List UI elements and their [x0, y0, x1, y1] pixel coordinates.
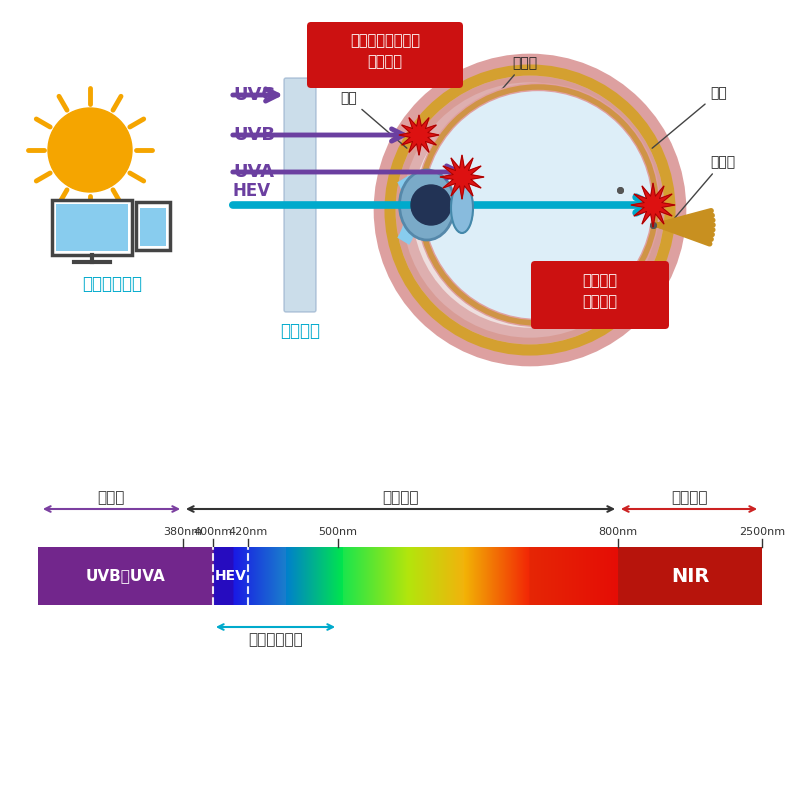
Text: 角膜・水晶体への
ダメージ: 角膜・水晶体への ダメージ: [350, 33, 420, 69]
Polygon shape: [440, 155, 484, 199]
Text: UVB: UVB: [233, 126, 275, 144]
Text: UVA: UVA: [233, 163, 274, 181]
Text: 420nm: 420nm: [228, 527, 268, 537]
Text: オゾン層: オゾン層: [280, 322, 320, 340]
Circle shape: [420, 87, 656, 323]
Text: UVB・UVA: UVB・UVA: [86, 569, 166, 583]
Text: 380nm: 380nm: [163, 527, 202, 537]
Text: HEV: HEV: [214, 569, 246, 583]
FancyBboxPatch shape: [307, 22, 463, 88]
Ellipse shape: [399, 170, 454, 240]
Text: ブルーライト: ブルーライト: [82, 275, 142, 293]
Text: 水晶体: 水晶体: [469, 56, 537, 128]
Ellipse shape: [451, 183, 473, 233]
Text: 500nm: 500nm: [318, 527, 358, 537]
Text: UVC: UVC: [233, 86, 274, 104]
FancyBboxPatch shape: [284, 78, 316, 312]
Bar: [136, 202, 170, 250]
Bar: [56, 204, 128, 251]
Polygon shape: [631, 183, 675, 227]
Bar: [140, 208, 166, 246]
Text: 800nm: 800nm: [598, 527, 638, 537]
Text: ブルーライト: ブルーライト: [248, 632, 303, 647]
Text: 紫外線: 紫外線: [97, 490, 124, 505]
FancyBboxPatch shape: [531, 261, 669, 329]
Text: 2500nm: 2500nm: [739, 527, 785, 537]
Bar: [52, 200, 132, 255]
Text: NIR: NIR: [671, 566, 709, 586]
Text: 角膜: 角膜: [340, 91, 407, 148]
Text: 網膜への
ダメージ: 網膜への ダメージ: [582, 273, 618, 309]
Text: 可視光線: 可視光線: [382, 490, 418, 505]
Polygon shape: [399, 115, 439, 155]
Text: 400nm: 400nm: [194, 527, 233, 537]
Circle shape: [411, 185, 451, 225]
Circle shape: [48, 108, 132, 192]
Text: HEV: HEV: [233, 182, 271, 200]
Text: 近赤外線: 近赤外線: [672, 490, 708, 505]
Circle shape: [382, 62, 678, 358]
Text: 視神経: 視神経: [675, 155, 735, 218]
Text: 網膜: 網膜: [652, 86, 726, 148]
